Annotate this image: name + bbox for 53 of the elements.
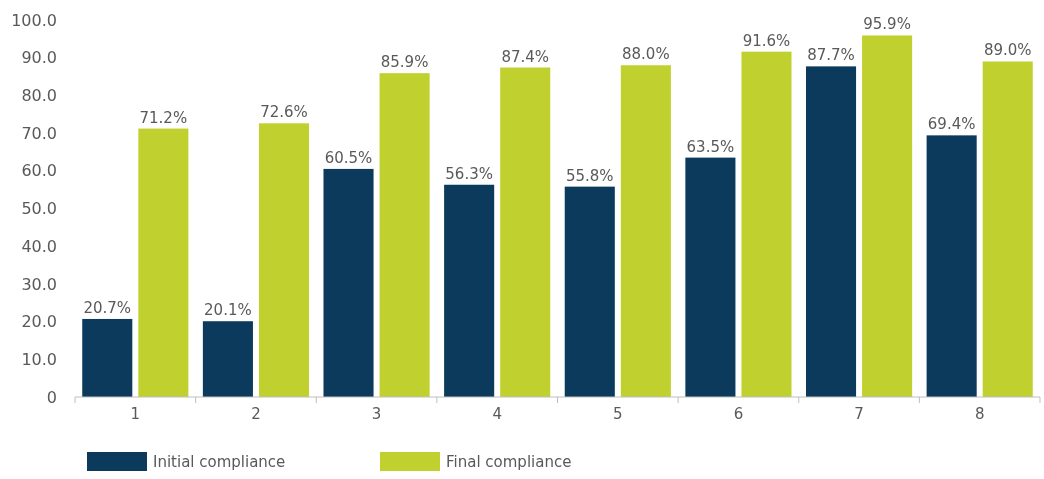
y-tick-label: 20.0 [21, 312, 57, 332]
y-tick-label: 50.0 [21, 199, 57, 219]
data-label: 87.7% [807, 46, 855, 65]
data-label: 20.7% [83, 298, 132, 317]
bar [741, 51, 792, 397]
bar [138, 128, 189, 397]
bar [500, 67, 551, 397]
y-tick-label: 80.0 [21, 86, 57, 105]
data-label: 20.1% [204, 301, 252, 320]
data-label: 63.5% [686, 137, 735, 156]
data-label: 69.4% [927, 115, 976, 134]
data-label: 71.2% [139, 108, 188, 127]
bar [620, 65, 671, 397]
x-tick-label: 8 [974, 405, 985, 423]
y-tick-label: 10.0 [21, 349, 57, 369]
data-label: 60.5% [324, 148, 373, 167]
data-label: 95.9% [863, 15, 911, 34]
bar [379, 73, 430, 397]
bar [805, 66, 857, 397]
bar [82, 318, 133, 397]
data-label: 89.0% [983, 41, 1032, 60]
data-label: 88.0% [622, 45, 670, 64]
data-label: 91.6% [742, 31, 791, 50]
legend-label: Final compliance [446, 452, 572, 471]
bar [862, 35, 913, 397]
x-tick-label: 6 [733, 405, 744, 423]
bar [323, 168, 374, 397]
data-label: 72.6% [260, 103, 308, 122]
y-tick-label: 60.0 [21, 161, 57, 181]
x-tick-label: 2 [251, 405, 261, 423]
y-tick-label: 100.0 [11, 10, 57, 30]
x-tick-label: 4 [492, 405, 502, 423]
x-tick-label: 1 [130, 405, 141, 423]
bar [926, 135, 977, 397]
data-label: 87.4% [501, 47, 550, 66]
bar [258, 123, 310, 397]
y-tick-label: 30.0 [21, 274, 57, 294]
x-tick-label: 3 [371, 405, 382, 423]
data-label: 56.3% [445, 164, 493, 183]
bar [982, 61, 1033, 397]
y-tick-label: 40.0 [21, 236, 57, 256]
data-label: 55.8% [565, 166, 614, 185]
y-tick-label: 90.0 [21, 48, 57, 68]
y-tick-label: 70.0 [21, 123, 57, 143]
bar [564, 186, 615, 397]
bar [685, 157, 736, 397]
y-tick-label: 0 [46, 387, 57, 407]
data-label: 85.9% [380, 53, 429, 72]
x-tick-label: 5 [613, 405, 623, 423]
legend-label: Initial compliance [153, 452, 286, 471]
bar [202, 321, 253, 397]
bar [444, 184, 495, 397]
x-tick-label: 7 [854, 405, 864, 423]
